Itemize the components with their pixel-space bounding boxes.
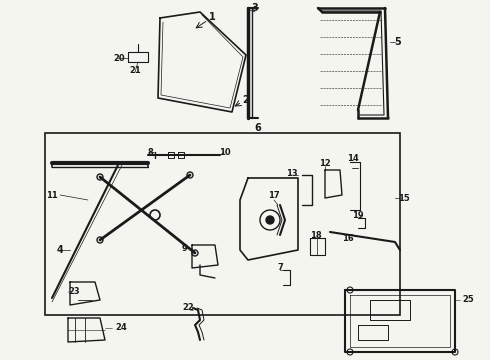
Text: 12: 12 <box>319 158 331 167</box>
Text: 22: 22 <box>182 302 194 311</box>
Text: 24: 24 <box>115 324 127 333</box>
Text: 25: 25 <box>462 296 474 305</box>
Text: 9: 9 <box>181 243 187 252</box>
Text: 11: 11 <box>46 190 58 199</box>
Text: 20: 20 <box>113 54 125 63</box>
Circle shape <box>266 216 274 224</box>
Text: 16: 16 <box>342 234 354 243</box>
Text: 21: 21 <box>129 66 141 75</box>
Text: 19: 19 <box>352 211 364 220</box>
Bar <box>45 133 400 315</box>
Text: 8: 8 <box>147 148 153 157</box>
Text: 7: 7 <box>277 264 283 273</box>
Text: 18: 18 <box>310 230 322 239</box>
Text: 13: 13 <box>286 168 298 177</box>
Text: 23: 23 <box>68 288 79 297</box>
Text: 5: 5 <box>394 37 401 47</box>
Text: 1: 1 <box>209 12 216 22</box>
Text: 4: 4 <box>57 245 63 255</box>
Text: 17: 17 <box>268 190 280 199</box>
Text: 3: 3 <box>252 3 258 13</box>
Text: 10: 10 <box>219 148 231 157</box>
Text: 14: 14 <box>347 153 359 162</box>
Text: 6: 6 <box>255 123 261 133</box>
Text: 2: 2 <box>243 95 249 105</box>
Text: 15: 15 <box>398 194 410 202</box>
